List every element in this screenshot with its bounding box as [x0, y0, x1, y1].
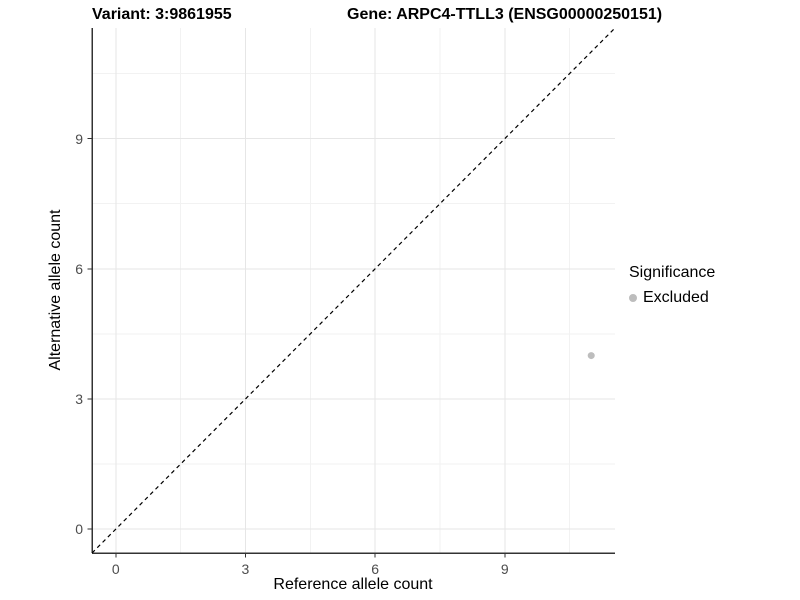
legend-entry-excluded: Excluded	[629, 289, 715, 307]
y-tick-label: 6	[75, 260, 83, 277]
y-tick-label: 9	[75, 130, 83, 147]
gene-title: Gene: ARPC4-TTLL3 (ENSG00000250151)	[347, 6, 663, 23]
x-tick-label: 9	[500, 561, 509, 577]
legend-entry-label: Excluded	[643, 289, 709, 306]
y-tick-label: 3	[75, 390, 83, 407]
legend-title: Significance	[629, 264, 716, 281]
variant-title: Variant: 3:9861955	[92, 6, 232, 23]
excluded-point-swatch-icon	[629, 294, 637, 302]
y-tick-label: 0	[75, 521, 83, 538]
x-axis-title: Reference allele count	[273, 576, 433, 593]
x-tick-label: 6	[371, 561, 380, 577]
legend: Significance Excluded	[629, 264, 715, 307]
x-tick-label: 0	[111, 561, 120, 577]
y-axis-title: Alternative allele count	[47, 209, 64, 371]
x-tick-label: 3	[241, 561, 250, 577]
data-point-excluded	[587, 352, 595, 360]
